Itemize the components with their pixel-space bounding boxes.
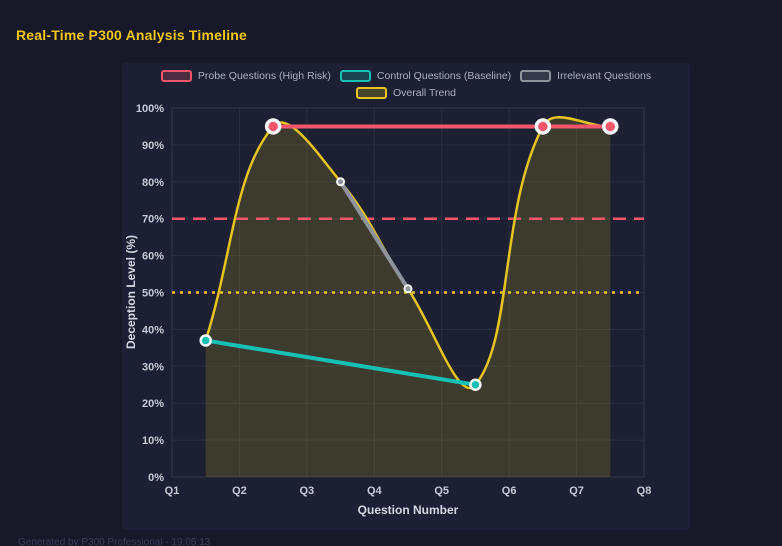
legend-item-control[interactable]: Control Questions (Baseline) — [339, 70, 512, 82]
area-fill-trend — [205, 117, 611, 477]
legend-label: Irrelevant Questions — [557, 70, 652, 82]
y-tick-label: 50% — [142, 288, 164, 300]
data-point-probe[interactable] — [534, 118, 552, 135]
y-tick-label: 80% — [142, 177, 164, 189]
x-tick-label: Q5 — [434, 485, 449, 497]
data-point-irrelevant[interactable] — [403, 284, 413, 294]
footer-generated-note: Generated by P300 Professional - 19:05:1… — [18, 537, 211, 546]
data-point-control[interactable] — [469, 378, 482, 391]
y-tick-label: 20% — [142, 398, 164, 410]
series-line-irrelevant — [338, 179, 410, 291]
legend-swatch-trend-icon — [355, 87, 387, 99]
legend-swatch-control-icon — [339, 70, 371, 82]
series-line-control — [203, 338, 478, 387]
data-point-control[interactable] — [199, 334, 212, 347]
x-tick-label: Q6 — [502, 485, 517, 497]
legend-row: Overall Trend — [355, 87, 457, 99]
x-tick-label: Q3 — [300, 485, 315, 497]
y-tick-label: 10% — [142, 435, 164, 447]
y-tick-label: 70% — [142, 214, 164, 226]
legend-item-probe[interactable]: Probe Questions (High Risk) — [160, 70, 331, 82]
legend-item-trend[interactable]: Overall Trend — [355, 87, 457, 99]
x-tick-label: Q7 — [569, 485, 584, 497]
data-point-probe[interactable] — [264, 118, 282, 135]
data-point-irrelevant[interactable] — [336, 177, 346, 187]
page-title: Real-Time P300 Analysis Timeline — [16, 27, 248, 43]
y-axis-title: Deception Level (%) — [124, 234, 138, 350]
y-tick-label: 60% — [142, 251, 164, 263]
legend-swatch-irrelevant-icon — [520, 70, 552, 82]
y-tick-label: 0% — [148, 472, 164, 484]
y-tick-label: 90% — [142, 140, 164, 152]
legend-row: Probe Questions (High Risk) Control Quest… — [160, 70, 651, 82]
legend-swatch-probe-icon — [160, 70, 192, 82]
legend-label: Probe Questions (High Risk) — [197, 70, 331, 82]
y-tick-label: 100% — [136, 103, 164, 115]
legend-label: Control Questions (Baseline) — [376, 70, 512, 82]
x-axis-title: Question Number — [357, 503, 459, 517]
x-tick-label: Q1 — [165, 485, 180, 497]
legend-item-irrelevant[interactable]: Irrelevant Questions — [520, 70, 651, 82]
data-point-probe[interactable] — [602, 118, 619, 135]
legend-label: Overall Trend — [392, 87, 457, 99]
x-tick-label: Q8 — [637, 485, 652, 497]
y-tick-label: 40% — [142, 324, 164, 336]
y-tick-label: 30% — [142, 361, 164, 373]
x-tick-label: Q2 — [232, 485, 247, 497]
chart-legend: Probe Questions (High Risk) Control Quest… — [122, 70, 690, 99]
x-tick-label: Q4 — [367, 485, 383, 497]
